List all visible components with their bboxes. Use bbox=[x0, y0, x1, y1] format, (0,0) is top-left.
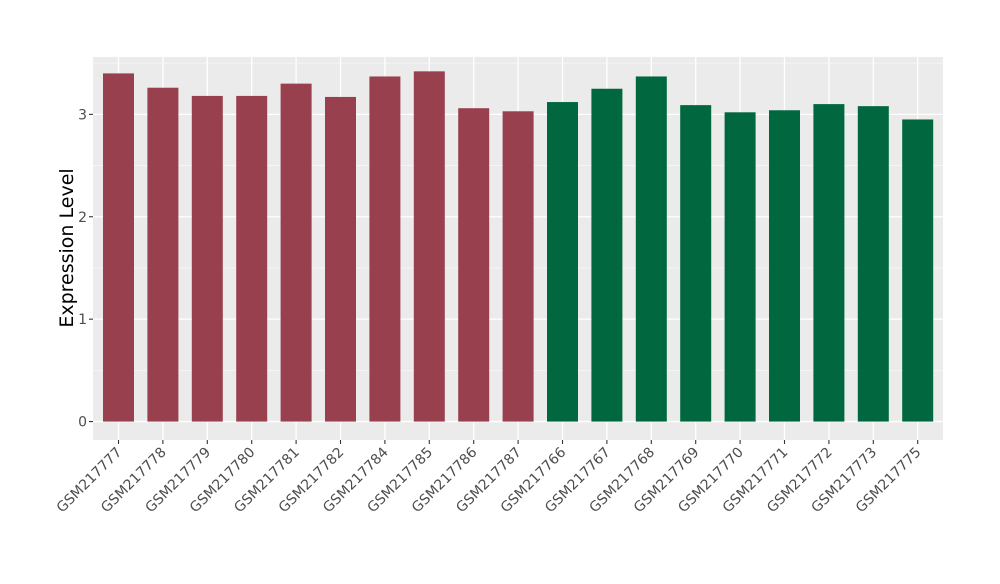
x-axis: GSM217777GSM217778GSM217779GSM217780GSM2… bbox=[54, 440, 925, 516]
bar-GSM217770 bbox=[724, 112, 756, 422]
bar-GSM217786 bbox=[458, 108, 490, 422]
bar-GSM217780 bbox=[236, 95, 268, 422]
bar-GSM217766 bbox=[547, 102, 578, 422]
bar-GSM217773 bbox=[857, 106, 889, 422]
bar-GSM217767 bbox=[591, 88, 623, 422]
bar-GSM217772 bbox=[813, 104, 845, 422]
bar-GSM217775 bbox=[902, 119, 934, 422]
bar-GSM217778 bbox=[147, 87, 179, 422]
y-tick-label: 0 bbox=[78, 415, 87, 431]
bar-GSM217769 bbox=[680, 105, 712, 422]
bar-GSM217785 bbox=[413, 71, 445, 422]
bars bbox=[103, 71, 934, 422]
y-axis-title: Expression Level bbox=[56, 168, 78, 327]
bar-GSM217781 bbox=[280, 83, 312, 422]
bar-GSM217787 bbox=[502, 111, 534, 422]
bar-GSM217768 bbox=[635, 76, 667, 422]
bar-GSM217779 bbox=[191, 95, 223, 422]
y-axis: 0 1 2 3 bbox=[78, 107, 93, 431]
bar-GSM217777 bbox=[103, 73, 134, 422]
bar-GSM217771 bbox=[769, 110, 800, 422]
bar-GSM217784 bbox=[369, 76, 401, 422]
y-tick-label: 3 bbox=[78, 107, 87, 123]
y-tick-label: 1 bbox=[78, 312, 87, 328]
y-tick-label: 2 bbox=[78, 210, 87, 226]
bar-GSM217782 bbox=[325, 96, 356, 422]
